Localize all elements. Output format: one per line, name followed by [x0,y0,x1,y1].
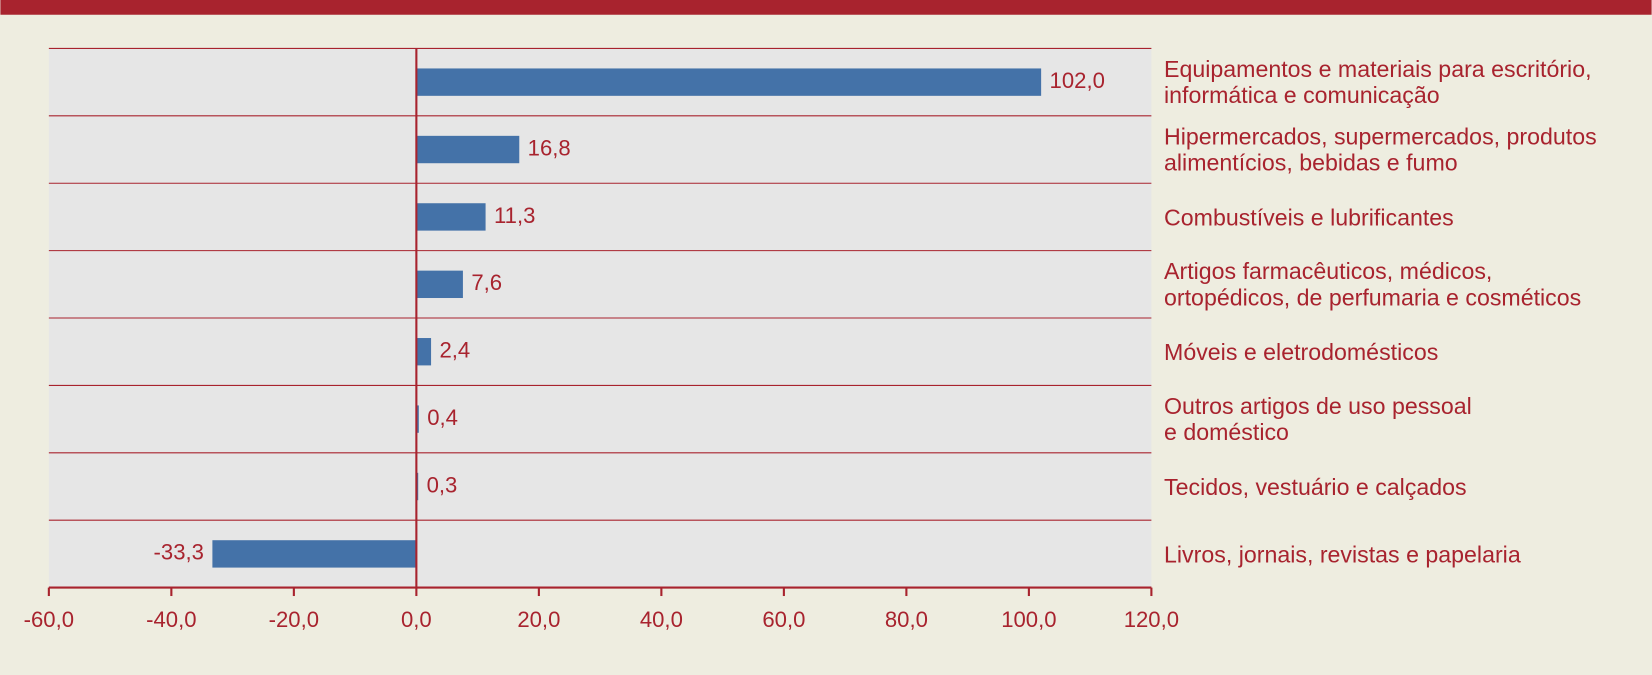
category-label: Combustíveis e lubrificantes [1164,203,1454,231]
x-tick-label: 120,0 [1124,607,1179,632]
value-label: 0,4 [427,405,458,430]
x-tick-label: 100,0 [1001,607,1056,632]
category-label-box: Livros, jornais, revistas e papelaria [1164,540,1521,568]
value-label: 0,3 [427,472,458,497]
x-tick-label: -40,0 [146,607,196,632]
category-label: Móveis e eletrodomésticos [1164,338,1439,365]
value-label: 11,3 [494,203,535,228]
x-tick-label: -20,0 [269,607,319,632]
x-tick-label: 20,0 [517,607,560,632]
bar [416,405,419,433]
bar [416,270,463,299]
value-label: -33,3 [154,540,204,565]
bar [416,135,520,164]
category-label-box: Móveis e eletrodomésticos [1164,338,1439,365]
category-label-box: Equipamentos e materiais para escritório… [1164,55,1592,109]
value-label: 16,8 [528,135,571,160]
bar [416,68,1042,96]
category-label-box: Tecidos, vestuário e calçados [1164,473,1467,500]
bar [416,203,486,231]
x-tick-label: 60,0 [762,607,805,632]
category-label: Outros artigos de uso pessoal e doméstic… [1164,392,1472,446]
value-label: 102,0 [1050,68,1105,93]
value-label: 2,4 [439,338,470,363]
x-tick-label: 0,0 [401,607,432,632]
category-label-box: Artigos farmacêuticos, médicos, ortopédi… [1164,257,1582,311]
header-band [0,0,1652,15]
category-label: Artigos farmacêuticos, médicos, ortopédi… [1164,257,1582,311]
x-tick-label: 40,0 [640,607,683,632]
bar [416,338,432,366]
category-label: Hipermercados, supermercados, produtos a… [1164,123,1597,176]
category-label-box: Outros artigos de uso pessoal e doméstic… [1164,392,1472,446]
category-label-box: Combustíveis e lubrificantes [1164,203,1454,231]
value-label: 7,6 [471,270,502,295]
category-label: Equipamentos e materiais para escritório… [1164,55,1592,109]
x-tick-label: -60,0 [24,607,74,632]
category-label: Livros, jornais, revistas e papelaria [1164,540,1521,568]
bar [212,540,417,568]
x-tick-label: 80,0 [885,607,928,632]
category-label: Tecidos, vestuário e calçados [1164,473,1467,500]
category-label-box: Hipermercados, supermercados, produtos a… [1164,123,1597,176]
